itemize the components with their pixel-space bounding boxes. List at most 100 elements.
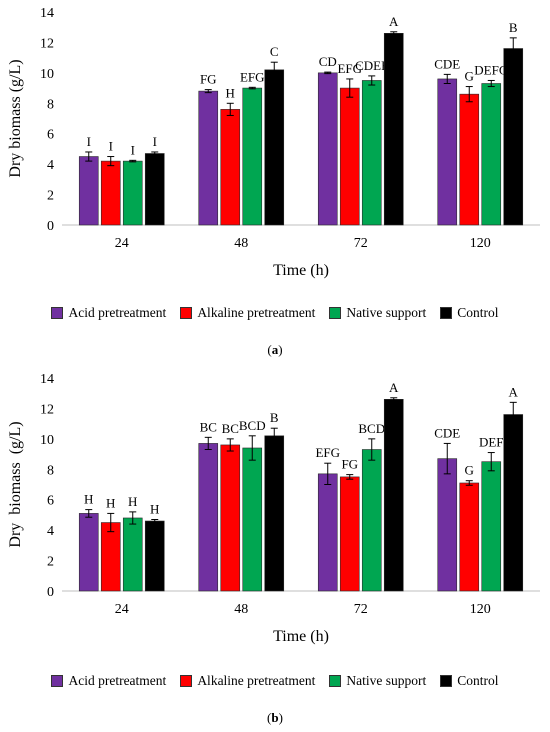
chart-panel-a: 0 2 4 6 8 10 12 14 I FG CD CDE I H EFG G I EFG CDEF DEFG I C A… — [0, 6, 550, 357]
bar — [122, 517, 143, 592]
y-tick-label: 12 — [40, 36, 54, 51]
significance-label: A — [389, 14, 399, 29]
legend-item: Alkaline pretreatment — [180, 305, 315, 321]
significance-label: B — [270, 410, 279, 425]
bar — [339, 87, 360, 226]
y-tick-label: 0 — [47, 585, 54, 600]
legend-item: Acid pretreatment — [51, 305, 166, 321]
bar — [122, 160, 143, 226]
y-tick-label: 2 — [47, 189, 54, 204]
bar — [383, 32, 404, 226]
significance-label: FG — [341, 457, 358, 472]
bar — [100, 160, 121, 226]
panel-caption-a: (a) — [267, 342, 283, 357]
significance-label: CDE — [434, 425, 460, 440]
significance-label: BCD — [239, 418, 266, 433]
significance-label: EFG — [315, 445, 340, 460]
x-tick-label: 120 — [470, 236, 491, 251]
bar — [437, 458, 458, 592]
legend-label: Native support — [346, 305, 427, 320]
significance-label: H — [226, 85, 235, 100]
significance-label: FG — [200, 72, 217, 87]
y-tick-label: 0 — [47, 219, 54, 234]
bar — [242, 447, 263, 592]
y-tick-label: 4 — [47, 158, 54, 173]
significance-label: H — [128, 494, 137, 509]
panel-label: b — [271, 710, 279, 725]
significance-label: A — [509, 384, 519, 399]
x-tick-label: 48 — [234, 602, 248, 617]
significance-label: C — [270, 44, 279, 59]
significance-label: G — [465, 463, 474, 478]
y-tick-label: 8 — [47, 97, 54, 112]
legend-label: Native support — [346, 673, 427, 688]
significance-label: A — [389, 380, 399, 395]
legend-label: Alkaline pretreatment — [197, 305, 316, 320]
panel-caption-b: (b) — [267, 710, 283, 725]
bar — [220, 444, 241, 592]
y-axis-title: Dry biomass (g/L) — [7, 421, 24, 547]
legend-a: Acid pretreatment Alkaline pretreatment … — [0, 305, 550, 321]
legend-item: Native support — [329, 673, 426, 689]
significance-label: CDE — [434, 56, 460, 71]
bar — [339, 476, 360, 592]
bar — [144, 153, 165, 226]
legend-item: Acid pretreatment — [51, 673, 166, 689]
bar — [78, 513, 99, 592]
bar — [264, 435, 285, 592]
bar — [383, 398, 404, 592]
x-tick-label: 24 — [115, 236, 129, 251]
y-tick-label: 14 — [40, 6, 54, 21]
significance-label: G — [465, 69, 474, 84]
bar — [220, 109, 241, 226]
x-axis-title: Time (h) — [273, 628, 329, 645]
y-tick-label: 6 — [47, 494, 54, 509]
significance-label: CD — [319, 54, 337, 69]
significance-label: H — [106, 495, 115, 510]
y-axis-title: Dry biomass (g/L) — [7, 59, 24, 177]
x-tick-label: 24 — [115, 602, 129, 617]
legend-label: Acid pretreatment — [68, 673, 167, 688]
bar — [361, 449, 382, 592]
significance-label: B — [509, 20, 518, 35]
chart-panel-b: 0 2 4 6 8 10 12 14 H BC EFG CDE H BC FG G H BCD BCD DEF H B A A… — [0, 366, 550, 732]
y-tick-label: 4 — [47, 524, 54, 539]
bar — [198, 90, 219, 226]
significance-label: DEFG — [474, 62, 508, 77]
significance-label: I — [131, 142, 135, 157]
x-tick-label: 72 — [354, 602, 368, 617]
significance-label: EFG — [337, 61, 362, 76]
significance-label: BCD — [358, 421, 385, 436]
bar — [198, 443, 219, 592]
legend-item: Native support — [329, 305, 426, 321]
y-tick-label: 2 — [47, 555, 54, 570]
y-tick-label: 10 — [40, 433, 54, 448]
significance-label: EFG — [240, 69, 265, 84]
legend-swatch — [329, 307, 342, 319]
significance-label: BC — [200, 419, 217, 434]
significance-label: DEF — [479, 435, 504, 450]
panel-label: a — [271, 342, 279, 357]
legend-swatch — [180, 307, 193, 319]
legend-swatch — [329, 675, 342, 687]
bar — [264, 69, 285, 226]
bar — [459, 93, 480, 226]
bar — [437, 78, 458, 226]
significance-label: H — [84, 492, 93, 507]
significance-label: BC — [222, 421, 239, 436]
legend-swatch — [440, 675, 453, 687]
bar — [100, 522, 121, 592]
bar — [242, 87, 263, 226]
legend-item: Control — [440, 673, 499, 689]
bar — [144, 520, 165, 592]
legend-label: Alkaline pretreatment — [197, 673, 316, 688]
bar — [361, 80, 382, 226]
bar — [317, 473, 338, 592]
legend-swatch — [440, 307, 453, 319]
y-tick-label: 14 — [40, 372, 54, 387]
legend-label: Control — [457, 305, 499, 320]
bar — [78, 156, 99, 226]
y-tick-label: 8 — [47, 463, 54, 478]
y-tick-label: 6 — [47, 128, 54, 143]
